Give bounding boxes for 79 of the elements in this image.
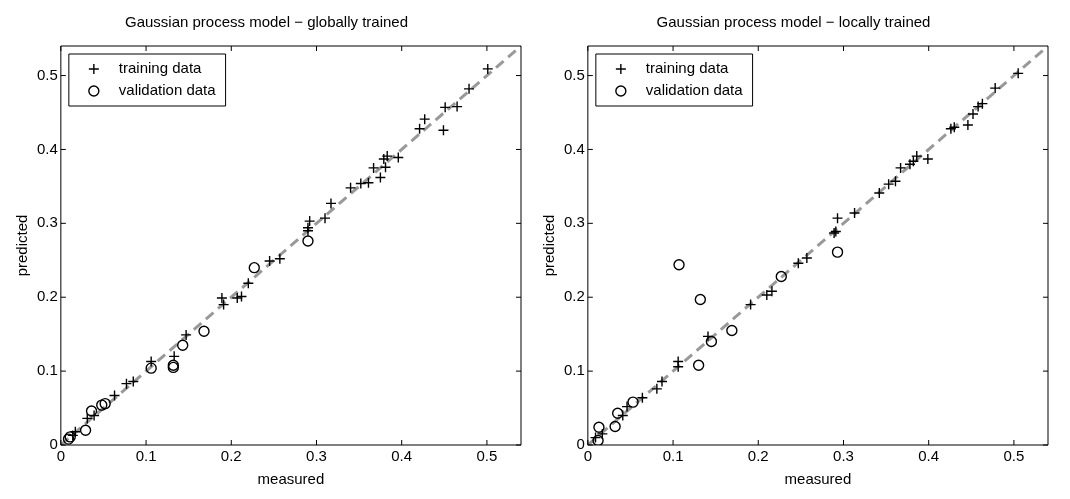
y-tick-label: 0.3	[36, 213, 58, 231]
point	[848, 207, 861, 219]
y-tick-label: 0.4	[36, 139, 58, 157]
point	[692, 359, 705, 371]
y-tick-label: 0	[576, 435, 585, 453]
y-tick-label: 0.5	[36, 65, 58, 83]
y-tick-label: 0	[49, 435, 58, 453]
x-tick-label: 0.1	[662, 447, 684, 465]
x-tick-label: 0.4	[391, 447, 413, 465]
point	[177, 339, 189, 351]
x-tick-label: 0.2	[747, 447, 769, 465]
x-tick-label: 0.1	[135, 447, 157, 465]
point	[907, 155, 920, 167]
point	[248, 261, 260, 274]
point	[344, 182, 357, 194]
point	[673, 259, 685, 271]
point	[362, 176, 375, 189]
point	[705, 335, 718, 348]
y-tick-label: 0.1	[36, 361, 58, 379]
point	[775, 270, 787, 283]
point	[437, 124, 450, 136]
y-tick-label: 0.4	[563, 139, 585, 157]
y-axis-title: predicted	[540, 214, 558, 277]
legend-label: training data	[645, 59, 730, 77]
point	[145, 362, 157, 374]
chart-title: Gaussian process model − locally trained	[656, 13, 931, 31]
point	[120, 377, 133, 390]
point	[656, 375, 668, 388]
point	[85, 405, 98, 417]
point	[831, 212, 844, 224]
point	[263, 255, 276, 267]
point	[235, 290, 248, 303]
point	[302, 235, 314, 247]
point	[611, 407, 624, 419]
point	[609, 420, 621, 433]
point	[593, 421, 605, 433]
point	[367, 162, 380, 174]
point	[108, 389, 121, 402]
x-tick-label: 0.3	[833, 447, 854, 465]
point	[744, 298, 757, 311]
point	[355, 177, 367, 190]
point	[79, 424, 92, 436]
point	[831, 246, 844, 258]
y-tick-label: 0.5	[563, 65, 585, 83]
x-tick-label: 0.3	[306, 447, 327, 465]
point	[392, 151, 404, 164]
y-tick-label: 0.2	[563, 287, 585, 305]
point	[198, 325, 210, 337]
point	[145, 355, 157, 368]
point	[413, 123, 426, 135]
x-axis-title: measured	[257, 470, 325, 488]
legend-label: validation data	[118, 81, 217, 99]
x-tick-label: 0.2	[220, 447, 242, 465]
y-tick-label: 0.1	[563, 361, 585, 379]
point	[894, 162, 907, 174]
point	[792, 257, 805, 269]
point	[379, 161, 392, 173]
x-tick-label: 0.5	[1003, 447, 1025, 465]
y-tick-label: 0.2	[36, 287, 58, 305]
point	[88, 409, 100, 422]
legend-label: validation data	[645, 81, 744, 99]
point	[374, 171, 387, 184]
point	[694, 293, 707, 306]
y-axis-title: predicted	[13, 214, 31, 277]
point	[889, 175, 902, 187]
point	[976, 97, 989, 110]
point	[726, 324, 738, 337]
x-tick-label: 0.5	[476, 447, 498, 465]
point	[882, 178, 895, 190]
chart-title: Gaussian process model − globally trained	[124, 13, 409, 31]
y-tick-label: 0.3	[563, 213, 585, 231]
point	[127, 375, 139, 388]
point	[636, 392, 649, 404]
point	[217, 298, 230, 311]
x-axis-title: measured	[784, 470, 852, 488]
legend-label: training data	[118, 59, 203, 77]
point	[617, 409, 629, 422]
point	[627, 396, 639, 408]
x-tick-label: 0.4	[918, 447, 940, 465]
